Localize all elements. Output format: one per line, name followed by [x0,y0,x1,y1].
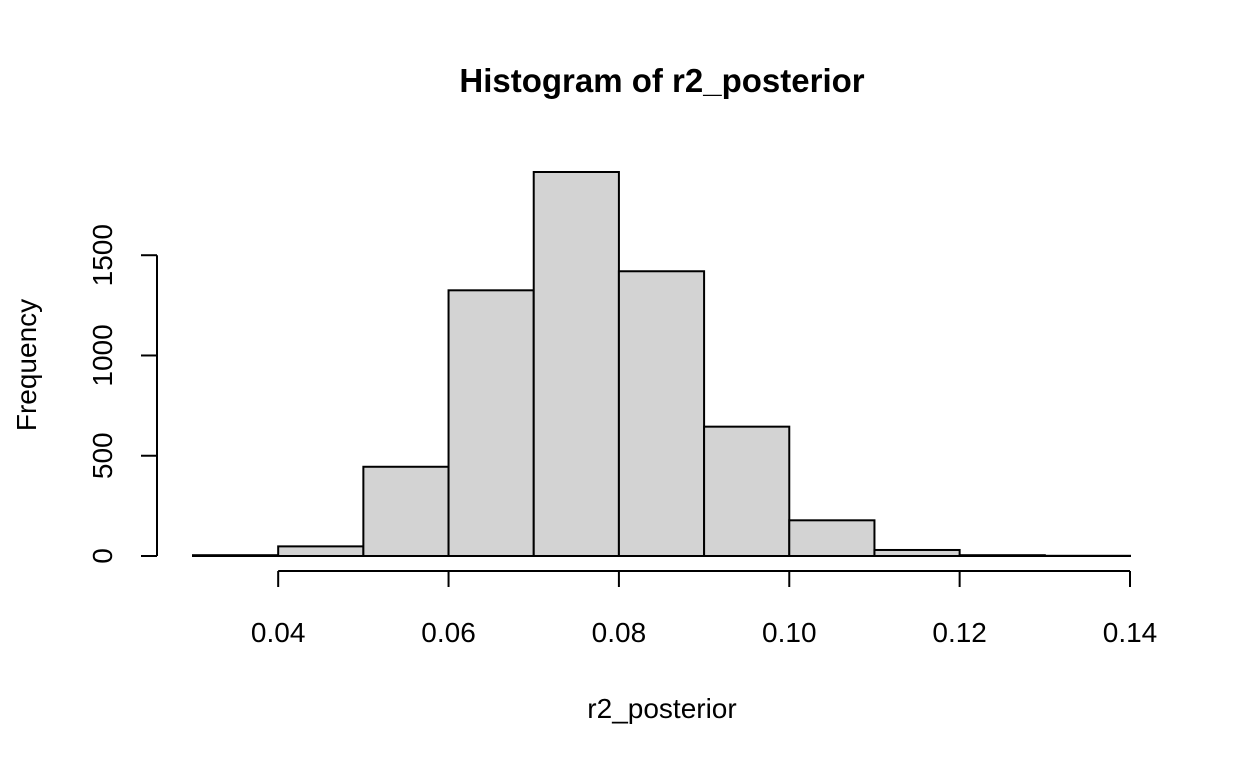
histogram-bar [788,519,876,558]
x-tick-label: 0.10 [762,617,817,648]
histogram-bar [617,270,706,557]
histogram-bar [362,465,450,558]
x-axis-label: r2_posterior [587,693,736,724]
histogram-bar [192,554,280,558]
y-tick-label: 1500 [87,224,118,286]
histogram-bar [447,289,535,557]
chart-title: Histogram of r2_posterior [459,62,864,99]
y-tick-label: 500 [87,432,118,479]
histogram-bar [958,554,1046,558]
histogram-bar [873,548,961,557]
y-tick-label: 1000 [87,324,118,386]
y-tick-label: 0 [87,548,118,564]
histogram-bar [532,171,620,557]
x-tick-label: 0.12 [932,617,987,648]
x-tick-label: 0.08 [592,617,647,648]
x-axis: 0.04 0.06 0.08 0.10 0.12 0.14 [251,570,1158,648]
histogram-bar [703,425,791,557]
x-tick-label: 0.04 [251,617,306,648]
y-axis: 0 500 1000 1500 [87,224,158,564]
y-axis-label: Frequency [11,299,42,431]
x-tick-label: 0.14 [1103,617,1158,648]
histogram-bars [192,171,1132,558]
x-tick-label: 0.06 [421,617,476,648]
histogram-bar [277,545,365,558]
